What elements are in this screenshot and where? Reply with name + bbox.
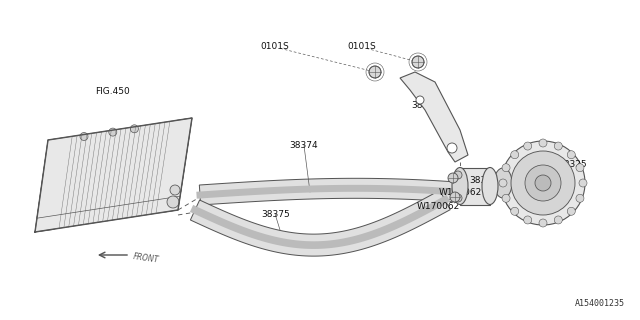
- Text: A154001235: A154001235: [575, 299, 625, 308]
- Text: 38325: 38325: [559, 160, 587, 169]
- Circle shape: [167, 196, 179, 208]
- Polygon shape: [161, 118, 192, 213]
- Text: 0101S: 0101S: [261, 42, 289, 51]
- Text: FRONT: FRONT: [133, 252, 160, 264]
- Polygon shape: [37, 118, 192, 218]
- Text: 38365: 38365: [469, 176, 497, 185]
- Circle shape: [448, 173, 458, 183]
- Circle shape: [511, 151, 575, 215]
- Circle shape: [567, 151, 575, 159]
- Circle shape: [524, 142, 532, 150]
- Circle shape: [170, 185, 180, 195]
- Circle shape: [579, 179, 587, 187]
- Polygon shape: [35, 137, 67, 232]
- Circle shape: [447, 143, 457, 153]
- Circle shape: [539, 219, 547, 227]
- Circle shape: [80, 132, 88, 140]
- Circle shape: [501, 141, 585, 225]
- Circle shape: [450, 192, 460, 202]
- Text: FIG.450: FIG.450: [95, 87, 129, 96]
- Polygon shape: [190, 190, 451, 256]
- Circle shape: [576, 194, 584, 202]
- Circle shape: [567, 207, 575, 215]
- Text: W170062: W170062: [439, 188, 483, 196]
- Text: 38324: 38324: [412, 101, 440, 110]
- Text: 0101S: 0101S: [348, 42, 376, 51]
- Circle shape: [369, 66, 381, 78]
- Text: 38375: 38375: [261, 210, 289, 219]
- Circle shape: [554, 216, 563, 224]
- Circle shape: [109, 128, 116, 136]
- Circle shape: [502, 194, 510, 202]
- Circle shape: [535, 175, 551, 191]
- Circle shape: [454, 194, 462, 202]
- Ellipse shape: [494, 168, 512, 198]
- Circle shape: [416, 96, 424, 104]
- Circle shape: [525, 165, 561, 201]
- Polygon shape: [503, 168, 543, 198]
- Polygon shape: [400, 72, 468, 162]
- Polygon shape: [460, 168, 490, 205]
- Circle shape: [412, 56, 424, 68]
- Text: W170062: W170062: [417, 202, 460, 211]
- Circle shape: [511, 151, 518, 159]
- Ellipse shape: [482, 167, 498, 204]
- Circle shape: [502, 164, 510, 172]
- Circle shape: [524, 216, 532, 224]
- Circle shape: [576, 164, 584, 172]
- Polygon shape: [35, 132, 190, 232]
- Ellipse shape: [452, 167, 468, 204]
- Circle shape: [539, 139, 547, 147]
- Text: 38374: 38374: [290, 141, 318, 150]
- Circle shape: [499, 179, 507, 187]
- Circle shape: [131, 125, 138, 133]
- Circle shape: [454, 171, 462, 179]
- Polygon shape: [199, 178, 456, 205]
- Circle shape: [554, 142, 563, 150]
- Circle shape: [511, 207, 518, 215]
